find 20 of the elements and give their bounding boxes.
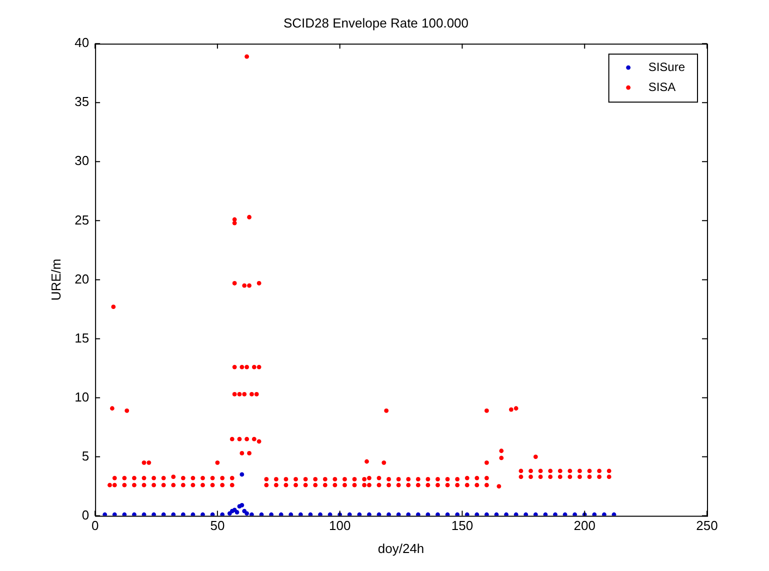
y-tick-label: 15: [74, 330, 90, 346]
x-axis-title: doy/24h: [378, 540, 424, 556]
y-tick-label: 20: [74, 271, 90, 286]
x-tick-label: 150: [451, 518, 474, 534]
x-tick-label: 50: [210, 518, 225, 534]
y-tick-label: 5: [82, 448, 90, 464]
legend-label: SISure: [648, 60, 686, 74]
y-axis-title: URE/m: [48, 258, 64, 301]
x-tick-label: 250: [696, 518, 718, 534]
y-tick-label: 0: [82, 507, 90, 522]
y-tick-label: 40: [74, 35, 90, 50]
y-tick-label: 10: [74, 389, 90, 404]
y-tick-label: 25: [74, 212, 90, 228]
x-tick-label: 0: [91, 518, 99, 534]
chart-title: SCID28 Envelope Rate 100.000: [283, 15, 469, 30]
y-tick-label: 35: [74, 94, 90, 110]
x-tick-label: 100: [328, 518, 351, 534]
y-tick-label: 30: [74, 153, 90, 168]
legend-label: SISA: [648, 80, 676, 94]
x-tick-label: 200: [574, 518, 596, 534]
